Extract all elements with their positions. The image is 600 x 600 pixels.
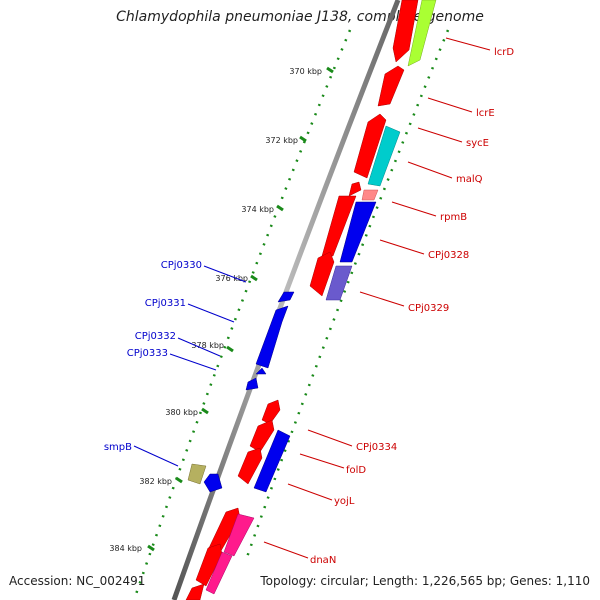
gene-yojL[interactable]	[237, 447, 263, 485]
label-malQ[interactable]: malQ	[456, 174, 483, 185]
tick-label-376: 376 kbp	[215, 274, 248, 283]
gene-smpB-blue[interactable]	[203, 473, 223, 493]
gene-lime[interactable]	[407, 0, 437, 67]
leader-CPj0331	[187, 303, 235, 323]
tick-mark	[201, 407, 209, 415]
label-folD[interactable]: folD	[346, 465, 366, 476]
gene-CPj0334[interactable]	[261, 399, 281, 425]
label-dnaN[interactable]: dnaN	[310, 555, 336, 566]
tick-label-384: 384 kbp	[109, 544, 142, 553]
leader-CPj0333	[169, 353, 217, 371]
tick-label-380: 380 kbp	[165, 408, 198, 417]
leader-folD	[299, 453, 345, 469]
leader-lcrD	[445, 37, 491, 51]
label-CPj0330[interactable]: CPj0330	[161, 260, 202, 271]
tick-label-374: 374 kbp	[241, 205, 274, 214]
leader-dnaN	[263, 541, 309, 559]
gene-CPj0332[interactable]	[255, 367, 267, 375]
label-lcrD[interactable]: lcrD	[494, 47, 514, 58]
leader-CPj0328	[379, 239, 425, 255]
label-CPj0329[interactable]: CPj0329	[408, 303, 449, 314]
tick-mark	[175, 476, 183, 484]
tick-mark	[226, 345, 234, 353]
leader-CPj0329	[359, 291, 405, 307]
gene-pink[interactable]	[361, 189, 379, 201]
tick-mark	[326, 66, 334, 74]
gene-CPj0333[interactable]	[245, 377, 259, 391]
label-CPj0333[interactable]: CPj0333	[127, 348, 168, 359]
plus-strand-genes	[185, 0, 419, 600]
genome-stats-text: Topology: circular; Length: 1,226,565 bp…	[260, 574, 590, 588]
leader-CPj0330	[203, 265, 247, 283]
gene-blue-plus-1[interactable]	[339, 201, 377, 263]
gene-lcrE[interactable]	[377, 65, 405, 107]
gene-malQ[interactable]	[348, 181, 362, 197]
tick-label-372: 372 kbp	[265, 136, 298, 145]
label-CPj0328[interactable]: CPj0328	[428, 250, 469, 261]
label-CPj0332[interactable]: CPj0332	[135, 331, 176, 342]
gene-dnaN-2[interactable]	[195, 543, 223, 587]
gene-olive[interactable]	[187, 463, 207, 485]
leader-CPj0334	[307, 429, 353, 447]
label-sycE[interactable]: sycE	[466, 138, 489, 149]
gene-dnaN-3[interactable]	[185, 583, 205, 600]
leader-rpmB	[391, 201, 437, 217]
tick-mark	[299, 135, 307, 143]
label-CPj0331[interactable]: CPj0331	[145, 298, 186, 309]
outer-scale-track	[132, 29, 352, 600]
tick-label-382: 382 kbp	[139, 477, 172, 486]
inner-scale-track	[244, 29, 450, 561]
gene-rpmB[interactable]	[321, 195, 357, 257]
tick-label-370: 370 kbp	[289, 67, 322, 76]
gene-CPj0330[interactable]	[277, 291, 295, 303]
label-CPj0334[interactable]: CPj0334	[356, 442, 397, 453]
leader-malQ	[407, 161, 453, 179]
tick-mark	[147, 544, 155, 552]
gene-folD[interactable]	[249, 419, 275, 453]
gene-CPj0328[interactable]	[309, 251, 335, 297]
tick-marks	[147, 66, 334, 552]
label-smpB[interactable]: smpB	[104, 442, 132, 453]
label-lcrE[interactable]: lcrE	[476, 108, 495, 119]
label-rpmB[interactable]: rpmB	[440, 212, 467, 223]
leader-sycE	[417, 127, 463, 143]
tick-mark	[250, 274, 258, 282]
leader-smpB	[133, 445, 179, 467]
leader-CPj0332	[177, 337, 221, 357]
leader-yojL	[287, 483, 333, 501]
gene-magenta-2[interactable]	[205, 551, 233, 595]
gene-cyan[interactable]	[367, 125, 401, 187]
gene-blue-plus-2[interactable]	[253, 429, 291, 493]
gene-dnaN[interactable]	[207, 507, 241, 557]
tick-label-378: 378 kbp	[191, 341, 224, 350]
tick-mark	[276, 204, 284, 212]
label-yojL[interactable]: yojL	[334, 496, 355, 507]
gene-lcrD[interactable]	[392, 0, 419, 63]
gene-CPj0331[interactable]	[255, 305, 289, 369]
accession-text: Accession: NC_002491	[9, 574, 146, 588]
minus-strand-genes	[203, 291, 295, 493]
gene-sycE[interactable]	[353, 113, 387, 179]
gene-lavender[interactable]	[325, 265, 353, 301]
leader-lcrE	[427, 97, 473, 113]
gene-magenta-1[interactable]	[223, 513, 255, 557]
